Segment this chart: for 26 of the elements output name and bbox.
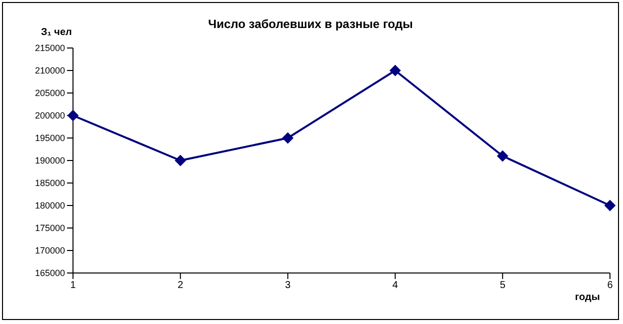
x-tick-label: 2 — [178, 280, 184, 292]
y-tick-label: 170000 — [34, 246, 65, 256]
x-tick-label: 4 — [392, 280, 398, 292]
x-tick-label: 3 — [285, 280, 292, 292]
y-axis-title: З₁ чел — [41, 27, 72, 38]
point — [497, 150, 508, 162]
y-tick-label: 200000 — [34, 110, 65, 121]
y-tick-label: 165000 — [34, 268, 65, 278]
point — [68, 110, 78, 121]
y-tick-label: 210000 — [34, 66, 65, 76]
x-tick-label: 6 — [607, 280, 614, 292]
y-tick-label: 190000 — [34, 156, 65, 166]
point — [604, 200, 616, 211]
y-tick-label: 180000 — [34, 200, 65, 211]
point — [390, 65, 401, 76]
x-tick-label: 5 — [500, 280, 506, 292]
point — [282, 132, 294, 144]
y-tick-label: 205000 — [34, 88, 65, 98]
y-tick-label: 215000 — [34, 43, 65, 54]
y-tick-label: 175000 — [34, 223, 65, 234]
x-tick-label: 1 — [70, 280, 76, 292]
y-tick-label: 195000 — [34, 133, 65, 144]
x-axis-title: годы — [575, 292, 600, 303]
chart-title: Число заболевших в разные годы — [208, 17, 413, 31]
y-tick-label: 185000 — [34, 178, 65, 188]
point — [174, 155, 186, 166]
